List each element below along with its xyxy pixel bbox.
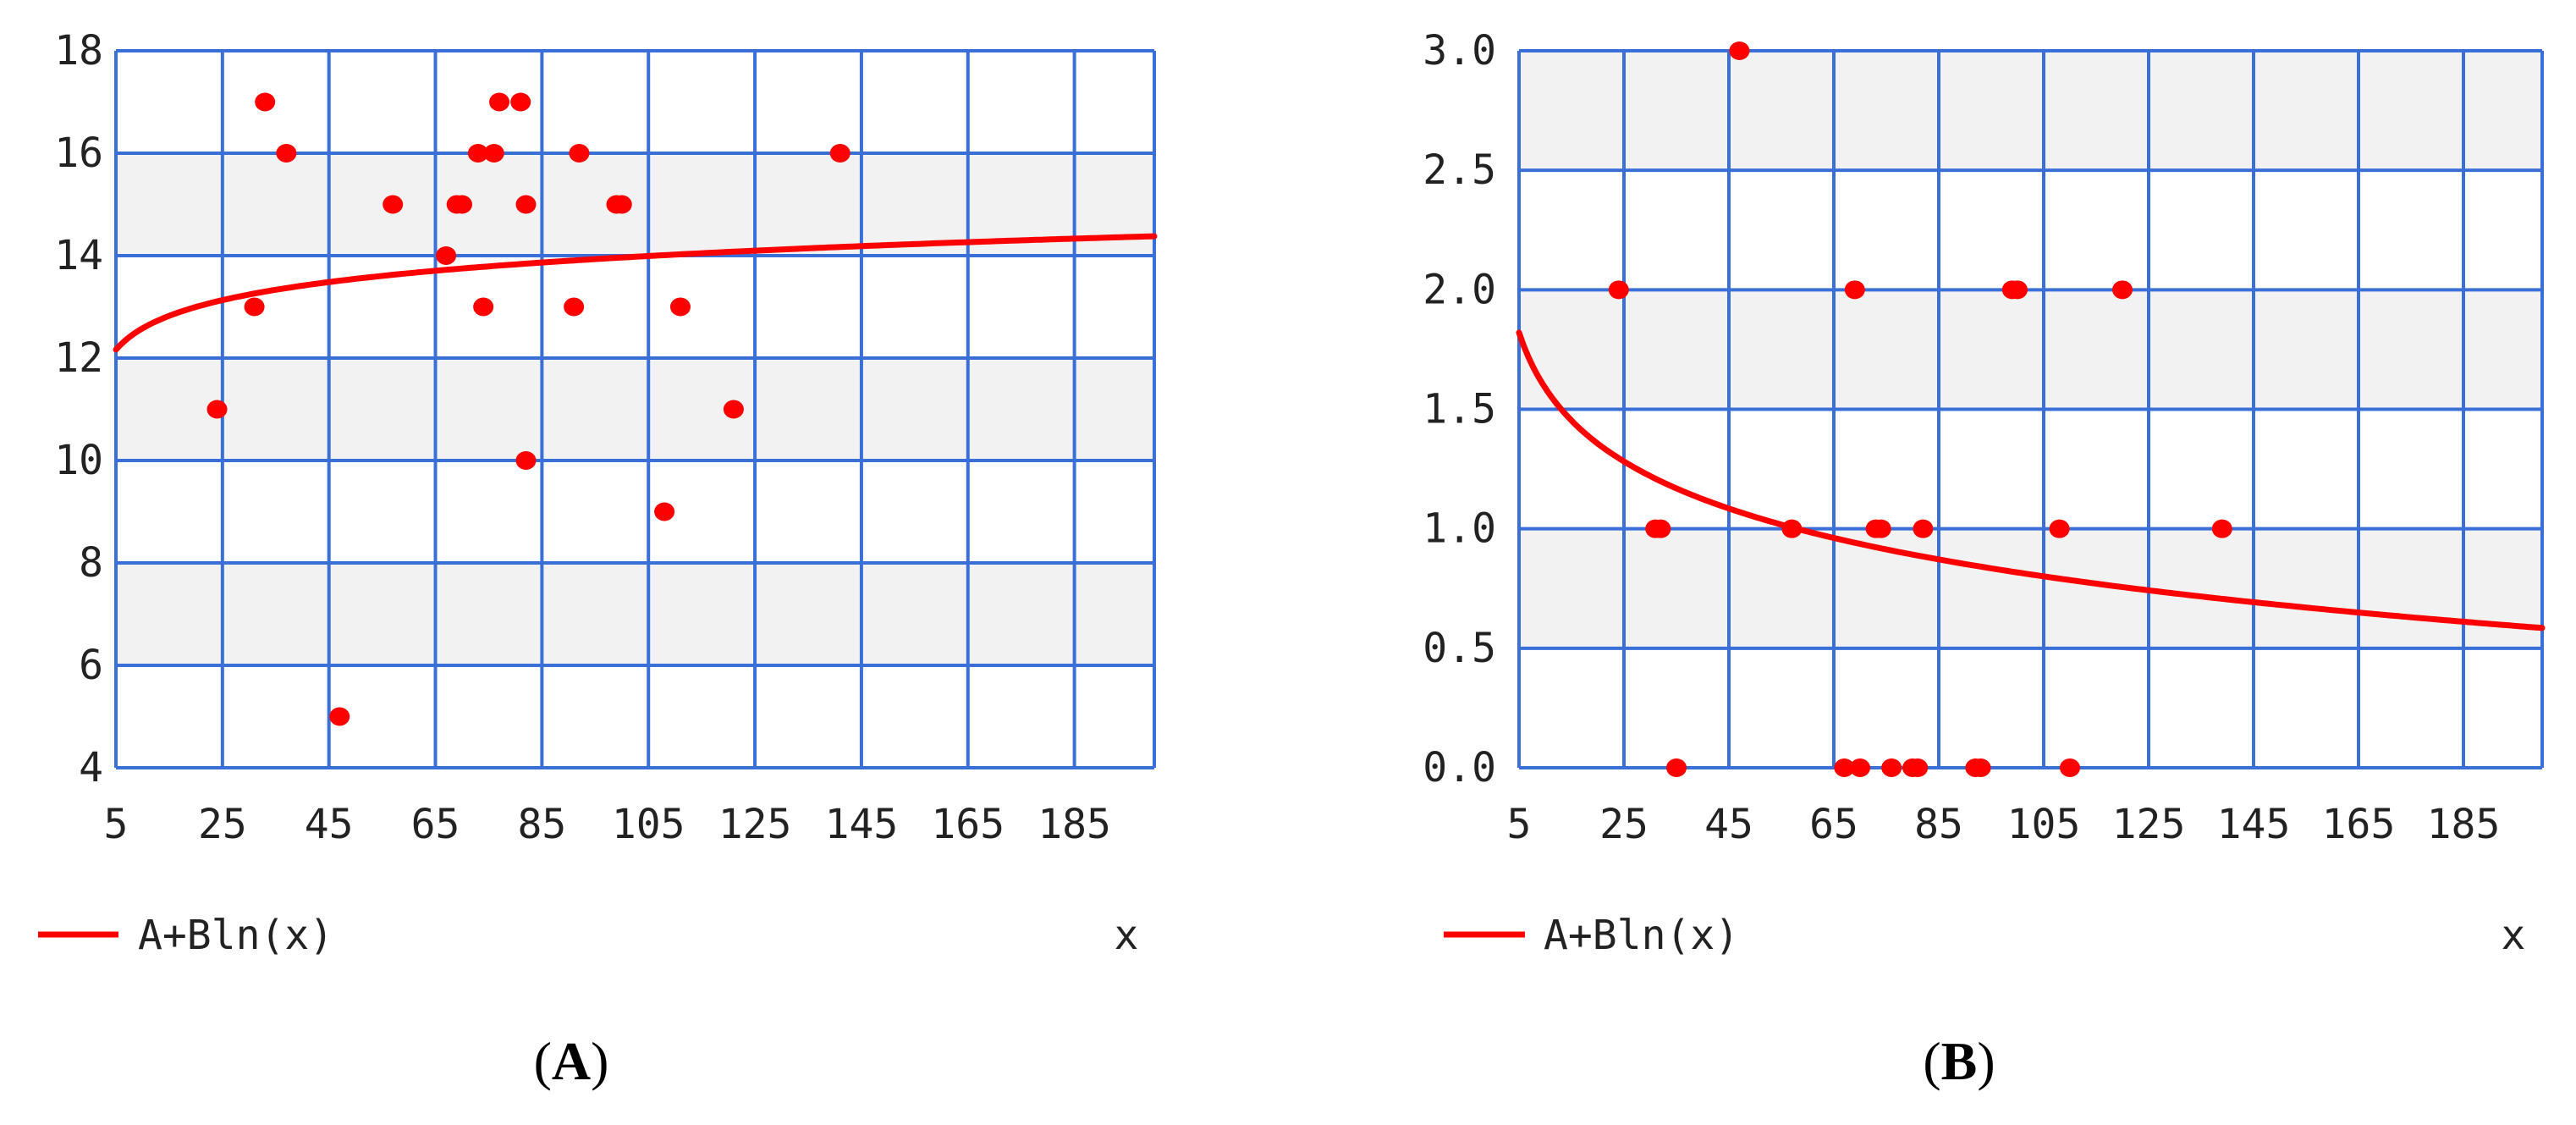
y-tick-label: 0.5 [1423,625,1496,672]
data-point [515,451,537,470]
data-point [1913,519,1934,538]
panel-label-open-paren: ( [1923,1031,1940,1091]
x-tick-label: 5 [1507,801,1532,848]
data-point [1834,758,1855,777]
panel-label-close-paren: ) [591,1031,608,1091]
panel-label-letter: A [552,1031,591,1091]
y-tick-label: 8 [79,539,103,587]
y-tick-label: 16 [54,130,103,177]
y-tick-label: 14 [54,232,103,279]
data-point [255,92,276,112]
data-point [244,297,265,317]
x-tick-label: 5 [104,801,129,848]
fit-curve-line [113,233,1158,353]
y-tick-label: 1.0 [1423,505,1496,553]
data-point [2007,280,2028,300]
data-point [1870,519,1891,538]
data-point [564,297,585,317]
x-tick-label: 185 [2427,801,2501,848]
x-tick-label: 65 [411,801,460,848]
data-point [467,144,488,163]
y-tick-label: 3.0 [1423,27,1496,74]
y-tick-label: 10 [54,437,103,484]
y-tick-label: 4 [79,744,103,791]
panel-label-a: (A) [534,1031,609,1091]
data-point [1850,758,1870,777]
chart-panel-b: 5 25 45 65 85 105 125 145 165 185 0.0 0.5 1.0 1.5 2.0 2… [1423,27,2546,1091]
plot-band [116,563,1154,665]
data-point [654,502,675,521]
data-point [1844,280,1865,300]
x-tick-label: 105 [612,801,685,848]
y-tick-label: 2.0 [1423,266,1496,313]
data-point [611,195,632,214]
chart-panel-a: 5 25 45 65 85 105 125 145 165 185 4 6 8 10 12 14 16 18 A+B… [38,27,1158,1091]
plot-band [116,153,1154,256]
data-point [1608,280,1629,300]
x-tick-label: 145 [2217,801,2291,848]
x-tick-label: 45 [1704,801,1753,848]
x-tick-label: 165 [931,801,1005,848]
x-tick-label: 65 [1809,801,1858,848]
plot-band [1519,528,2542,648]
x-tick-label: 25 [198,801,247,848]
data-point [206,400,228,419]
data-point [510,92,531,112]
data-point [329,707,350,726]
x-tick-label: 25 [1599,801,1649,848]
panel-label-letter: B [1941,1031,1978,1091]
x-axis-label: x [2502,912,2526,959]
data-point [383,195,404,214]
data-point [515,195,537,214]
x-tick-label: 185 [1038,801,1111,848]
data-point [1907,758,1929,777]
data-point [569,144,590,163]
data-point [1970,758,1991,777]
fit-curve-line [1516,329,2546,631]
data-point [1729,41,1750,60]
x-tick-label: 85 [1914,801,1963,848]
y-tick-label: 12 [54,334,103,382]
y-tick-label: 2.5 [1423,146,1496,194]
y-tick-label: 1.5 [1423,386,1496,433]
data-point [483,144,504,163]
legend-label: A+Bln(x) [138,912,333,959]
panel-label-open-paren: ( [534,1031,552,1091]
data-point [436,246,457,265]
x-tick-label: 85 [517,801,566,848]
y-tick-label: 18 [54,27,103,74]
plot-band [1519,290,2542,410]
data-point [489,92,510,112]
data-point [276,144,297,163]
plot-band [116,358,1154,460]
legend-label: A+Bln(x) [1544,912,1739,959]
x-tick-label: 125 [2112,801,2186,848]
data-point [669,297,691,317]
x-tick-label: 105 [2007,801,2081,848]
data-point [1666,758,1687,777]
data-point [2060,758,2080,777]
data-point [2049,519,2070,538]
data-point [1781,519,1803,538]
data-point [473,297,494,317]
data-point [1650,519,1671,538]
x-tick-label: 145 [825,801,899,848]
panel-label-close-paren: ) [1977,1031,1995,1091]
plot-band [1519,51,2542,171]
data-point [723,400,744,419]
y-tick-label: 0.0 [1423,744,1496,791]
data-point [2211,519,2232,538]
data-point [2112,280,2133,300]
x-tick-label: 125 [718,801,792,848]
x-tick-label: 45 [305,801,354,848]
data-point [1881,758,1902,777]
x-axis-label: x [1115,912,1139,959]
x-tick-label: 165 [2322,801,2396,848]
panel-label-b: (B) [1923,1031,1995,1091]
data-point [829,144,850,163]
y-tick-label: 6 [79,642,103,689]
data-point [452,195,472,214]
